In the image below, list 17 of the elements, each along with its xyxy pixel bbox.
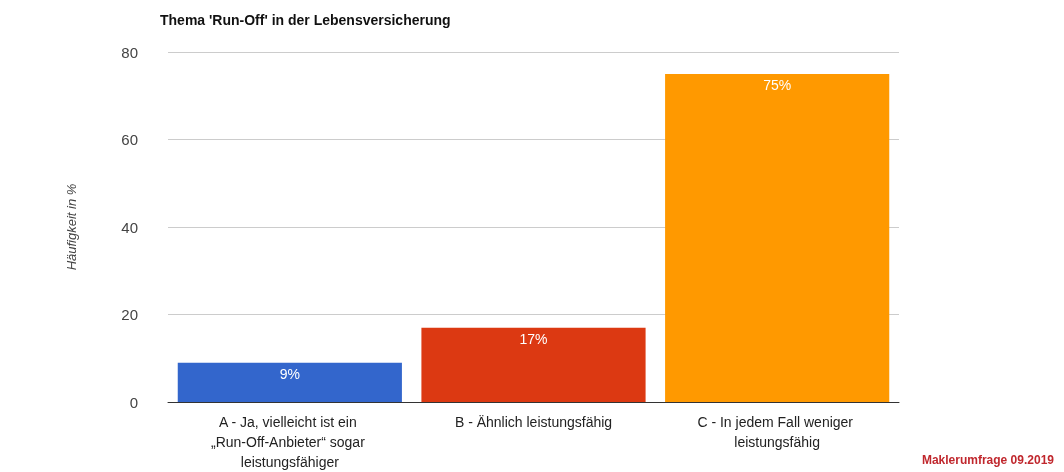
y-tick-label: 20 (121, 306, 138, 323)
y-tick-label: 60 (121, 131, 138, 148)
x-tick-label: A - Ja, vielleicht ist ein „Run-Off-Anbieter“ sogar leistungsfähiger (210, 414, 369, 470)
y-axis-title: Häufigkeit in % (64, 183, 79, 271)
bar (177, 362, 402, 402)
chart-title: Thema 'Run-Off' in der Lebensversicherung (160, 12, 451, 28)
data-label: 17% (519, 330, 548, 347)
y-tick-label: 0 (129, 393, 138, 411)
bar (421, 327, 646, 402)
y-tick-label: 40 (121, 218, 138, 236)
x-tick-label: C - In jedem Fall weniger leistungsfähig (697, 414, 857, 450)
data-label: 75% (763, 76, 792, 93)
y-tick-label: 80 (121, 43, 138, 61)
text: Maklerumfrage 09.2019 (921, 453, 1055, 467)
bar (665, 73, 890, 402)
data-label: 9% (279, 365, 300, 382)
x-tick-label: B - Ähnlich leistungsfähig (454, 414, 613, 430)
